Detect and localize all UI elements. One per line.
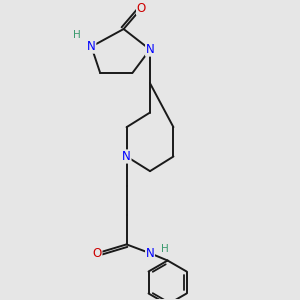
- Text: O: O: [93, 247, 102, 260]
- Text: N: N: [146, 247, 154, 260]
- Text: N: N: [146, 43, 154, 56]
- Text: H: H: [161, 244, 169, 254]
- Text: O: O: [136, 2, 146, 15]
- Text: N: N: [87, 40, 96, 53]
- Text: H: H: [74, 31, 81, 40]
- Text: N: N: [122, 150, 131, 163]
